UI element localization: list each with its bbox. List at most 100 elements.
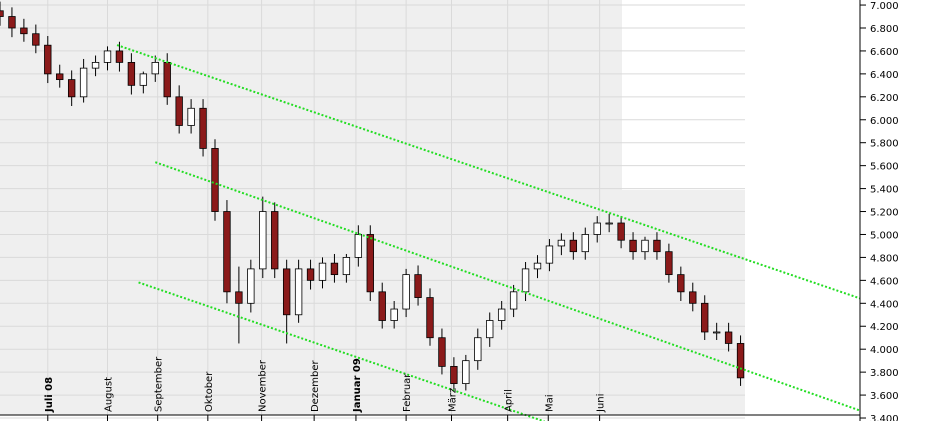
candle-body (677, 274, 685, 293)
candle-body (91, 62, 100, 69)
candle-body (545, 245, 554, 264)
x-tick-label: Juni (596, 394, 607, 413)
candle-body (450, 365, 458, 385)
grid (0, 0, 745, 419)
candle-body (390, 308, 398, 321)
candle-body (103, 50, 112, 63)
candle-body (175, 96, 183, 126)
x-tick-label: Januar 09 (352, 358, 363, 413)
candle-body (617, 222, 625, 241)
plot-background (0, 0, 745, 415)
y-tick-label: 7.000 (870, 1, 899, 12)
candle-body (378, 291, 386, 321)
candle-body (629, 239, 637, 253)
candle-body (294, 268, 303, 316)
candle-body (641, 239, 649, 253)
trend-line (138, 281, 545, 421)
x-tick-label: November (258, 359, 269, 412)
y-tick-label: 6.200 (870, 93, 899, 104)
y-tick-label: 4.200 (870, 322, 899, 333)
candle-body (282, 268, 291, 316)
candle-body (342, 257, 351, 276)
candle-body (187, 107, 195, 126)
candle-body (557, 239, 566, 247)
candle-body (79, 67, 88, 98)
y-tick-label: 6.000 (870, 116, 899, 127)
y-tick-label: 6.800 (870, 24, 899, 35)
y-tick-label: 3.800 (870, 368, 899, 379)
trend-lines (116, 44, 861, 421)
x-tick-label: Februar (402, 373, 413, 412)
candle-body (462, 360, 470, 385)
x-tick-label: Juli 08 (44, 377, 55, 413)
y-tick-label: 3.600 (870, 391, 899, 402)
candle-body (724, 331, 733, 344)
candle-body (402, 274, 410, 310)
candle-body (67, 79, 76, 98)
candle-body (8, 16, 16, 29)
candle-body (701, 302, 709, 333)
candle-body (127, 62, 136, 86)
y-tick-label: 4.800 (870, 253, 899, 264)
candle-body (426, 297, 434, 339)
candle-body (306, 268, 315, 281)
x-tick-label: April (504, 389, 515, 412)
candle-body (318, 262, 327, 281)
y-tick-label: 6.600 (870, 47, 899, 58)
candle-body (0, 10, 4, 17)
candle-body (163, 62, 171, 98)
candle-body (211, 148, 219, 212)
candle-body (665, 251, 673, 276)
candle-body (56, 73, 64, 81)
candle-body (44, 44, 52, 75)
x-tick-label: September (154, 356, 165, 412)
candle-body (115, 50, 124, 63)
trend-line (154, 161, 861, 412)
y-tick-label: 5.400 (870, 185, 899, 196)
y-tick-label: 3.400 (870, 414, 899, 421)
y-tick-label: 5.800 (870, 139, 899, 150)
candle-body (139, 73, 148, 86)
axes: 3.400 3.600 3.800 4.000 4.200 4.400 4.600 4.800… (0, 0, 899, 421)
x-tick-label: Mai (544, 394, 555, 412)
candle-body (497, 308, 506, 321)
candle-body (414, 274, 422, 298)
candle-body (199, 107, 207, 149)
y-tick-label: 5.000 (870, 230, 899, 241)
candle-body (736, 343, 745, 379)
x-tick-label: Dezember (310, 360, 321, 412)
candle-body (235, 291, 243, 304)
y-tick-label: 5.200 (870, 208, 899, 219)
y-tick-label: 4.400 (870, 299, 899, 310)
blank-area (622, 0, 745, 190)
x-tick-label: August (104, 377, 115, 412)
y-tick-label: 4.000 (870, 345, 899, 356)
y-tick-label: 4.600 (870, 276, 899, 287)
candle-body (605, 222, 613, 225)
candle-body (247, 268, 255, 304)
x-tick-label: März (448, 388, 459, 412)
candle-body (689, 291, 697, 304)
candle-body (509, 291, 518, 310)
candle-body (653, 239, 661, 253)
candle-body (581, 234, 589, 253)
candles (0, 1, 745, 391)
trend-line (116, 44, 861, 300)
x-tick-label: Oktober (204, 371, 215, 412)
candle-body (20, 27, 28, 35)
candle-body (223, 211, 231, 293)
candle-body (474, 337, 482, 362)
candle-body (366, 234, 374, 293)
candle-body (593, 222, 601, 235)
candle-body (521, 268, 530, 293)
candle-body (438, 337, 446, 367)
candle-body (32, 33, 40, 46)
candle-body (271, 211, 279, 270)
y-tick-label: 5.600 (870, 162, 899, 173)
y-tick-label: 6.400 (870, 70, 899, 81)
candle-body (569, 239, 578, 253)
candle-body (259, 211, 267, 270)
candle-body (330, 262, 339, 276)
candle-body (712, 331, 721, 334)
